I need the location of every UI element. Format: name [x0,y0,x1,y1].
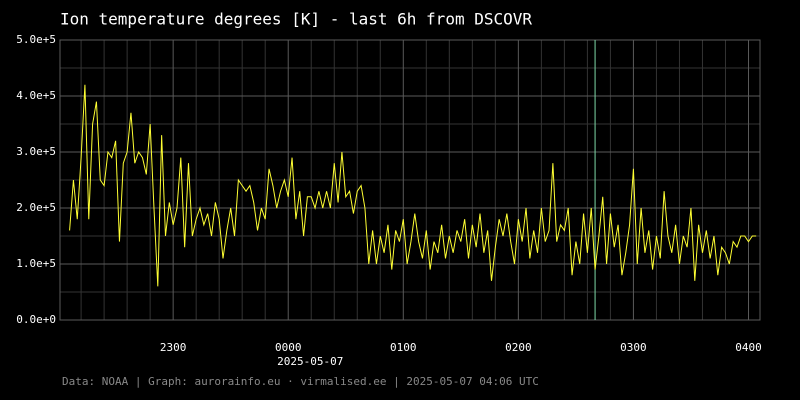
x-tick-label: 0000 [275,341,302,354]
data-line [69,84,757,287]
y-tick-label: 2.0e+5 [16,201,56,214]
x-tick-label: 0100 [390,341,417,354]
y-tick-label: 0.0e+0 [16,313,56,326]
y-tick-label: 5.0e+5 [16,33,56,46]
x-tick-label: 0300 [620,341,647,354]
chart-title: Ion temperature degrees [K] - last 6h fr… [60,10,532,29]
y-tick-label: 4.0e+5 [16,89,56,102]
x-tick-label: 0200 [505,341,532,354]
plot-frame [59,39,761,321]
footer: Data: NOAA | Graph: aurorainfo.eu · virm… [62,375,539,388]
x-tick-label: 2300 [160,341,187,354]
date-label: 2025-05-07 [277,355,343,368]
x-tick-label: 0400 [735,341,762,354]
y-tick-label: 3.0e+5 [16,145,56,158]
y-tick-label: 1.0e+5 [16,257,56,270]
